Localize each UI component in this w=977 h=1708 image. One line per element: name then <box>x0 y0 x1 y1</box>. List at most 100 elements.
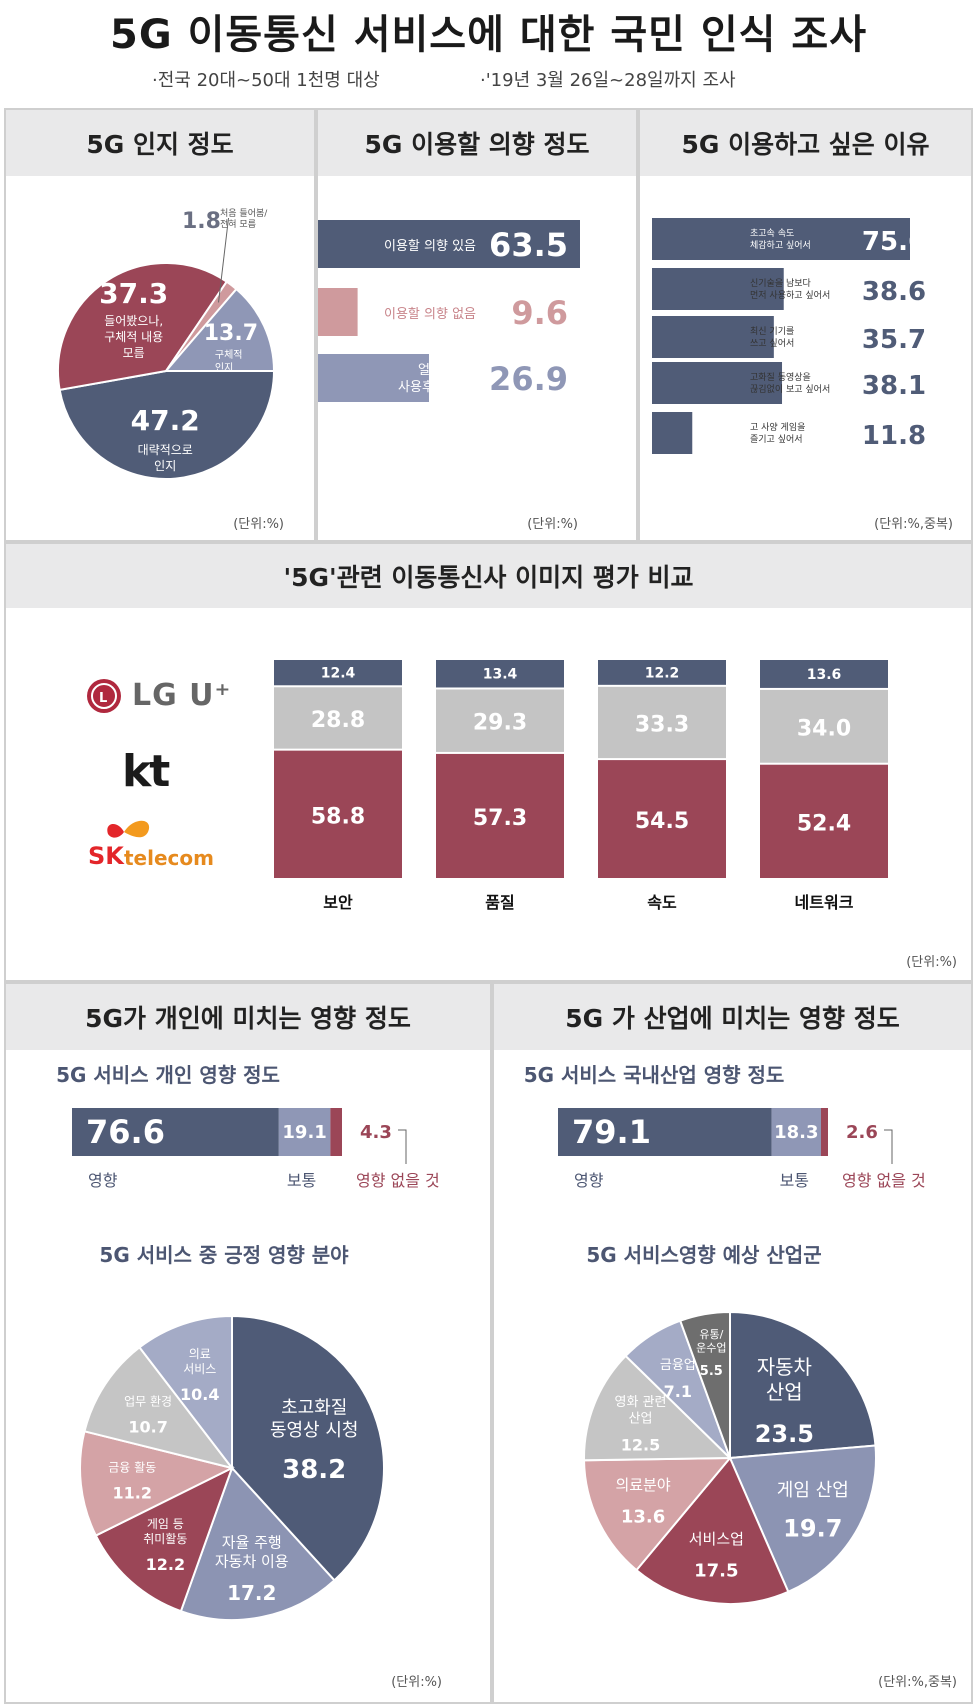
slice-value-label: 7.1 <box>664 1382 692 1401</box>
slice-value-label: 10.4 <box>180 1385 219 1404</box>
segment-value-label: 13.6 <box>807 667 842 683</box>
category-label: 영향 없을 것 <box>842 1171 926 1190</box>
lgu-logo: L <box>84 674 224 722</box>
bar-category-label: 이용할 의향 있음 <box>384 239 476 254</box>
segment-value-label: 52.4 <box>797 811 851 836</box>
pie-slice <box>58 370 276 480</box>
slice-category-label: 금융 활동 <box>108 1460 156 1474</box>
pie-slice <box>728 1444 877 1594</box>
bar-category-label: 초고속 속도 <box>750 228 794 239</box>
category-label: 보통 <box>287 1171 316 1190</box>
segment-value-label: 12.4 <box>321 666 356 682</box>
bar <box>652 362 783 404</box>
pie-slice <box>583 1354 733 1462</box>
segment-value-label: 29.3 <box>473 711 527 736</box>
segment-value-label: 79.1 <box>572 1113 651 1151</box>
category-label: 영향 없을 것 <box>356 1171 440 1190</box>
stacked-bar-segment <box>72 1108 279 1156</box>
stacked-bar-segment <box>330 1108 342 1156</box>
slice-value-label: 19.7 <box>783 1515 842 1543</box>
slice-value-label: 12.5 <box>621 1436 660 1455</box>
bar <box>652 218 910 260</box>
pie-slice <box>79 1430 235 1537</box>
segment-value-label: 4.3 <box>360 1122 392 1143</box>
slice-category-label: 영화 관련 <box>614 1395 666 1410</box>
slice-value-label: 1.8 <box>182 209 221 234</box>
slice-category-label: 대략적으로 <box>138 443 193 457</box>
unit-label: (단위:%) <box>391 1675 442 1690</box>
panel-awareness: 5G 인지 정도 47.2 대략적으로 인지 37.3 들어봤으나, 구체적 내용 모름 13… <box>4 108 316 542</box>
slice-category-label: 처음 들어봄/ <box>220 207 268 219</box>
category-label: 영향 <box>88 1171 118 1190</box>
panel-title: 5G 인지 정도 <box>6 110 314 176</box>
slice-value-label: 10.7 <box>128 1418 167 1437</box>
slice-value-label: 17.2 <box>227 1581 276 1605</box>
lgu-logo-icon: L <box>87 679 121 713</box>
bar-value-label: 63.5 <box>489 226 568 264</box>
bar-category-label: 즐기고 싶어서 <box>750 434 803 445</box>
segment-value-label: 28.8 <box>311 708 365 733</box>
slice-category-label: 게임 등 <box>147 1517 184 1531</box>
stacked-bar-segment <box>771 1108 821 1156</box>
subtitle-period: ·'19년 3월 26일~28일까지 조사 <box>480 70 736 91</box>
pie-slice <box>635 1456 790 1605</box>
category-label: 영향 <box>574 1171 604 1190</box>
slice-value-label: 47.2 <box>131 404 200 437</box>
panel-title: 5G 가 산업에 미치는 영향 정도 <box>494 984 971 1050</box>
slice-value-label: 17.5 <box>694 1560 738 1581</box>
bar-value-label: 75.6 <box>862 227 926 257</box>
x-tick-label: 보안 <box>323 893 353 912</box>
unit-label: (단위:%) <box>906 955 957 970</box>
segment-value-label: 13.4 <box>483 667 518 683</box>
stacked-bar-segment <box>278 1108 331 1156</box>
slice-category-label: 구체적 <box>215 349 243 361</box>
bar-category-label: 이용할 의향 없음 <box>384 307 476 322</box>
stacked-bar-segment <box>598 660 726 685</box>
slice-value-label: 38.2 <box>282 1455 346 1485</box>
stacked-bar-segment <box>760 764 888 878</box>
unit-label: (단위:%) <box>527 517 578 532</box>
sk-butterfly-icon <box>107 820 150 838</box>
bar <box>318 288 358 336</box>
slice-category-label: 게임 산업 <box>777 1480 849 1501</box>
slice-value-label: 5.5 <box>700 1364 723 1379</box>
slice-value-label: 11.2 <box>113 1483 152 1502</box>
svg-text:L: L <box>99 691 107 706</box>
segment-value-label: 58.8 <box>311 804 365 829</box>
bar-category-label: 고 사양 게임을 <box>750 421 805 433</box>
slice-value-label: 23.5 <box>755 1420 814 1448</box>
slice-category-label: 금융업 <box>660 1358 696 1373</box>
carrier-stacked-bar-chart: 12.4 28.8 58.8 보안 13.4 29.3 57.3 품질 12.2 33.3 54.5… <box>274 660 888 912</box>
segment-value-label: 57.3 <box>473 806 527 831</box>
sk-logo-text: SK <box>88 842 124 870</box>
slice-category-label: 서비스업 <box>689 1530 744 1548</box>
bar-category-label: 사용후기를 보고 결정 <box>398 380 514 395</box>
x-tick-label: 품질 <box>485 893 514 912</box>
pie-slice <box>583 1456 733 1572</box>
industry-impact-bar: 5G 서비스 국내산업 영향 정도 79.1 18.3 2.6 영향 보통 영향 없을 것 <box>524 1063 926 1190</box>
bar-value-label: 26.9 <box>489 360 568 398</box>
bar-category-label: 먼저 사용하고 싶어서 <box>750 290 830 301</box>
bar-category-label: 체감하고 싶어서 <box>750 239 811 251</box>
page-title: 5G 이동통신 서비스에 대한 국민 인식 조사 <box>109 12 868 58</box>
slice-category-label: 인지 <box>154 459 176 473</box>
pie-slice <box>83 1345 235 1470</box>
panel-title: '5G'관련 이동통신사 이미지 평가 비교 <box>6 544 971 608</box>
pie-slice <box>231 1314 385 1582</box>
bar-category-label: 얼리어답터 등 <box>418 363 494 378</box>
bar-category-label: 쓰고 싶어서 <box>750 338 794 349</box>
bar-category-label: 끊김없이 보고 싶어서 <box>750 383 830 395</box>
bar <box>318 220 580 268</box>
slice-category-label: 업무 환경 <box>124 1395 172 1409</box>
chart-title: 5G 서비스 중 긍정 영향 분야 <box>99 1243 349 1267</box>
slice-category-label: 자율 주행 <box>222 1534 282 1552</box>
bar <box>652 316 774 358</box>
personal-impact-bar: 5G 서비스 개인 영향 정도 76.6 19.1 4.3 영향 보통 영향 없을 것 <box>56 1063 440 1190</box>
slice-category-label: 유통/ <box>699 1328 723 1341</box>
panel-title: 5G 이용할 의향 정도 <box>318 110 636 176</box>
pie-slice <box>94 1466 234 1613</box>
slice-value-label: 12.2 <box>146 1555 185 1574</box>
